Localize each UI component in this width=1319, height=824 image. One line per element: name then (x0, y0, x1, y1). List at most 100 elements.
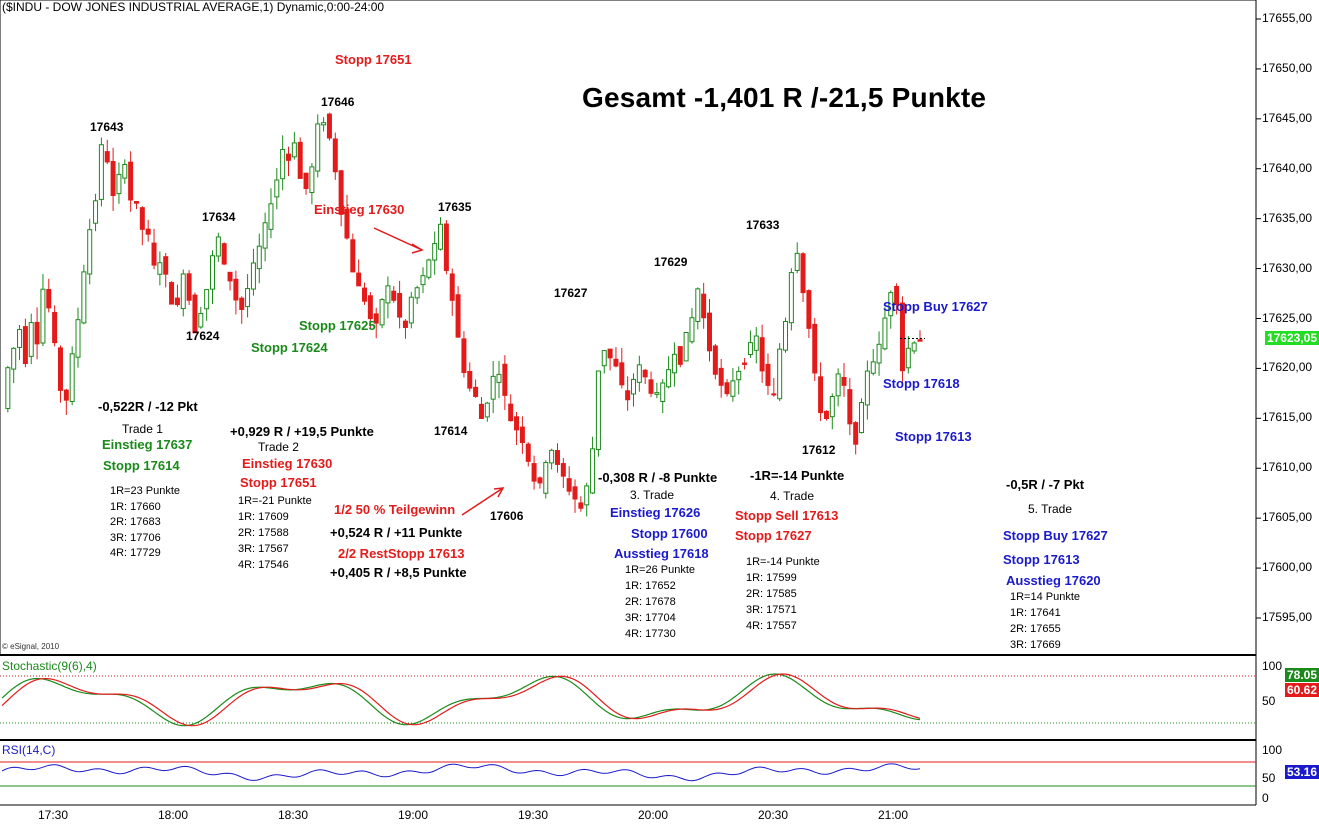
stoch-d-value: 60.62 (1284, 683, 1319, 697)
annotation-stopp-buy: Stopp Buy 17627 (883, 299, 988, 314)
entry-arrows (373, 227, 505, 516)
annotation-stopp: Stopp 17625 (299, 318, 376, 333)
candle-body (356, 272, 362, 287)
annotation-stopp: Stopp 17624 (251, 340, 328, 355)
trade2-name: Trade 2 (258, 440, 299, 454)
candle-body (180, 273, 186, 310)
candle-body (63, 389, 69, 401)
candle-body (98, 144, 104, 200)
candle-body (315, 123, 321, 172)
stoch-k-value: 78.05 (1284, 668, 1319, 682)
candle-body (514, 416, 520, 431)
candle-body (736, 370, 742, 381)
price-tick: 17595,00 (1262, 610, 1313, 624)
swing-label: 17646 (321, 95, 355, 109)
swing-label: 17635 (438, 200, 472, 214)
candle-body (163, 256, 169, 275)
candle-body (46, 289, 52, 309)
candle-body (636, 364, 642, 383)
swing-label: 17612 (802, 443, 836, 457)
candle-body (303, 172, 309, 190)
trade1-entry: Einstieg 17637 (102, 437, 193, 452)
trade1-level: 1R: 17660 (110, 501, 161, 513)
headline-total: Gesamt -1,401 R /-21,5 Punkte (582, 82, 987, 113)
candle-body (712, 345, 718, 375)
candle-body (543, 462, 549, 494)
candle-body (274, 179, 280, 198)
candle-body (742, 362, 748, 365)
time-tick: 21:00 (878, 808, 909, 822)
swing-label: 17634 (202, 210, 236, 224)
candle-body (771, 393, 777, 396)
trade4-level: 3R: 17571 (746, 604, 797, 616)
candle-body (554, 450, 560, 465)
candle-body (590, 448, 596, 494)
candle-body (607, 348, 613, 359)
trade5-level: 3R: 17669 (1010, 639, 1061, 651)
stoch-tick-50: 50 (1262, 694, 1276, 708)
price-tick: 17625,00 (1262, 310, 1313, 325)
trade4-result: -1R=-14 Punkte (750, 468, 845, 483)
candle-body (882, 317, 888, 350)
swing-label: 17633 (746, 218, 780, 232)
candle-body (239, 297, 245, 310)
candle-body (478, 403, 484, 419)
trade4-level: 2R: 17585 (746, 588, 797, 600)
candle-body (613, 358, 619, 367)
candle-body (397, 292, 403, 318)
candle-body (765, 363, 771, 386)
swing-label: 17606 (490, 509, 524, 523)
trade2-level: 1R: 17609 (238, 511, 289, 523)
annotation-stopp: Stopp 17618 (883, 376, 960, 391)
candle-body (268, 203, 274, 230)
candle-body (128, 161, 134, 201)
candle-body (777, 348, 783, 400)
candle-body (438, 223, 444, 250)
candle-body (537, 477, 543, 484)
candle-body (367, 295, 373, 320)
candle-body (666, 369, 672, 388)
trade2-partial-result: +0,524 R / +11 Punkte (330, 525, 463, 540)
candle-body (75, 319, 81, 358)
candle-body (449, 273, 455, 301)
trade5-level: 1R: 17641 (1010, 607, 1061, 619)
candle-body (362, 287, 368, 302)
candle-body (286, 153, 292, 161)
trade2-stop: Stopp 17651 (240, 475, 317, 490)
candle-body (139, 207, 145, 230)
price-tick: 17605,00 (1262, 510, 1313, 525)
rsi-label: RSI(14,C) (2, 743, 56, 757)
candle-body (122, 163, 128, 179)
candle-body (455, 294, 461, 338)
trade2-partial: 1/2 50 % Teilgewinn (334, 502, 456, 517)
time-tick: 20:30 (758, 808, 789, 822)
trade3-exit: Ausstieg 17618 (614, 546, 709, 561)
candle-body (701, 293, 707, 319)
candle-body (321, 122, 327, 126)
time-tick: 18:00 (158, 808, 189, 822)
candle-body (578, 502, 584, 509)
trade1-level: 4R: 17729 (110, 547, 161, 559)
rsi-tick-50: 50 (1262, 771, 1276, 785)
candle-body (408, 296, 414, 324)
trade3-name: 3. Trade (630, 488, 675, 502)
swing-label: 17614 (434, 424, 468, 438)
candle-body (11, 347, 17, 370)
candle-body (525, 443, 531, 462)
price-tick: 17640,00 (1262, 160, 1313, 175)
candle-body (870, 361, 876, 374)
candle-body (572, 486, 578, 500)
candle-body (116, 173, 122, 195)
trade5-result: -0,5R / -7 Pkt (1006, 477, 1085, 492)
candle-body (595, 370, 601, 451)
price-tick: 17615,00 (1262, 410, 1313, 425)
trade2-entry: Einstieg 17630 (242, 456, 333, 471)
candle-body (420, 275, 426, 286)
candle-body (414, 287, 420, 299)
stoch-tick-100: 100 (1262, 659, 1283, 673)
candle-body (619, 362, 625, 386)
swing-label: 17643 (90, 120, 124, 134)
price-tick: 17650,00 (1262, 60, 1313, 75)
annotation-stopp: Stopp 17651 (335, 52, 412, 67)
candle-body (473, 386, 479, 397)
